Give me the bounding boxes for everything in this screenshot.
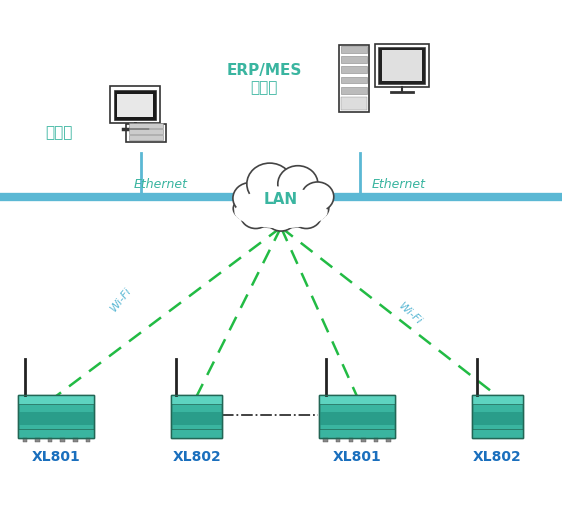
Bar (348, 438, 353, 443)
Bar (171, 394, 222, 438)
Text: XL802: XL802 (173, 450, 221, 464)
Bar (341, 66, 367, 73)
Bar (386, 438, 391, 443)
Bar (61, 438, 65, 443)
Text: Ethernet: Ethernet (133, 178, 187, 191)
Bar (18, 394, 94, 404)
Circle shape (278, 166, 318, 202)
Ellipse shape (233, 189, 329, 228)
Bar (375, 44, 429, 87)
Bar (126, 124, 166, 143)
Circle shape (301, 182, 334, 212)
Bar (319, 394, 395, 438)
Bar (319, 412, 395, 425)
Text: Wi-Fi: Wi-Fi (397, 301, 424, 327)
Bar (341, 97, 367, 110)
Bar (339, 45, 369, 112)
Bar (129, 123, 164, 128)
Bar (35, 438, 40, 443)
Bar (18, 394, 94, 438)
Text: Wi-Fi: Wi-Fi (108, 285, 133, 313)
Bar (361, 438, 366, 443)
Text: XL801: XL801 (32, 450, 80, 464)
Ellipse shape (234, 196, 328, 228)
Bar (85, 438, 90, 443)
Bar (341, 87, 367, 94)
Bar (171, 394, 222, 404)
Circle shape (233, 182, 268, 214)
Bar (378, 47, 425, 84)
Bar (336, 438, 341, 443)
Bar (171, 412, 222, 425)
Text: 操作站: 操作站 (46, 125, 72, 141)
Bar (73, 438, 78, 443)
Bar (341, 56, 367, 63)
Bar (18, 394, 94, 438)
Bar (48, 438, 52, 443)
Ellipse shape (241, 187, 321, 227)
Bar (472, 394, 523, 404)
Text: XL801: XL801 (333, 450, 381, 464)
Bar (18, 412, 94, 425)
Bar (114, 90, 156, 120)
Bar (117, 94, 153, 117)
Circle shape (266, 203, 296, 231)
Bar (129, 129, 164, 134)
Bar (341, 46, 367, 53)
Text: ERP/MES
服务器: ERP/MES 服务器 (226, 63, 302, 96)
Bar (323, 438, 328, 443)
Bar (319, 394, 395, 404)
Text: LAN: LAN (264, 192, 298, 207)
Bar (319, 394, 395, 438)
Bar (171, 429, 222, 438)
Bar (319, 429, 395, 438)
Text: Ethernet: Ethernet (372, 178, 426, 191)
Circle shape (247, 163, 293, 205)
Bar (472, 394, 523, 438)
Bar (18, 429, 94, 438)
Bar (129, 135, 164, 140)
Bar (374, 438, 378, 443)
Bar (472, 394, 523, 438)
Bar (171, 394, 222, 438)
Bar (341, 77, 367, 83)
Bar (110, 86, 160, 123)
Bar (472, 412, 523, 425)
Bar (382, 50, 422, 81)
Bar (472, 429, 523, 438)
Circle shape (241, 201, 271, 228)
Bar (22, 438, 27, 443)
Circle shape (291, 201, 321, 228)
Text: XL802: XL802 (473, 450, 522, 464)
